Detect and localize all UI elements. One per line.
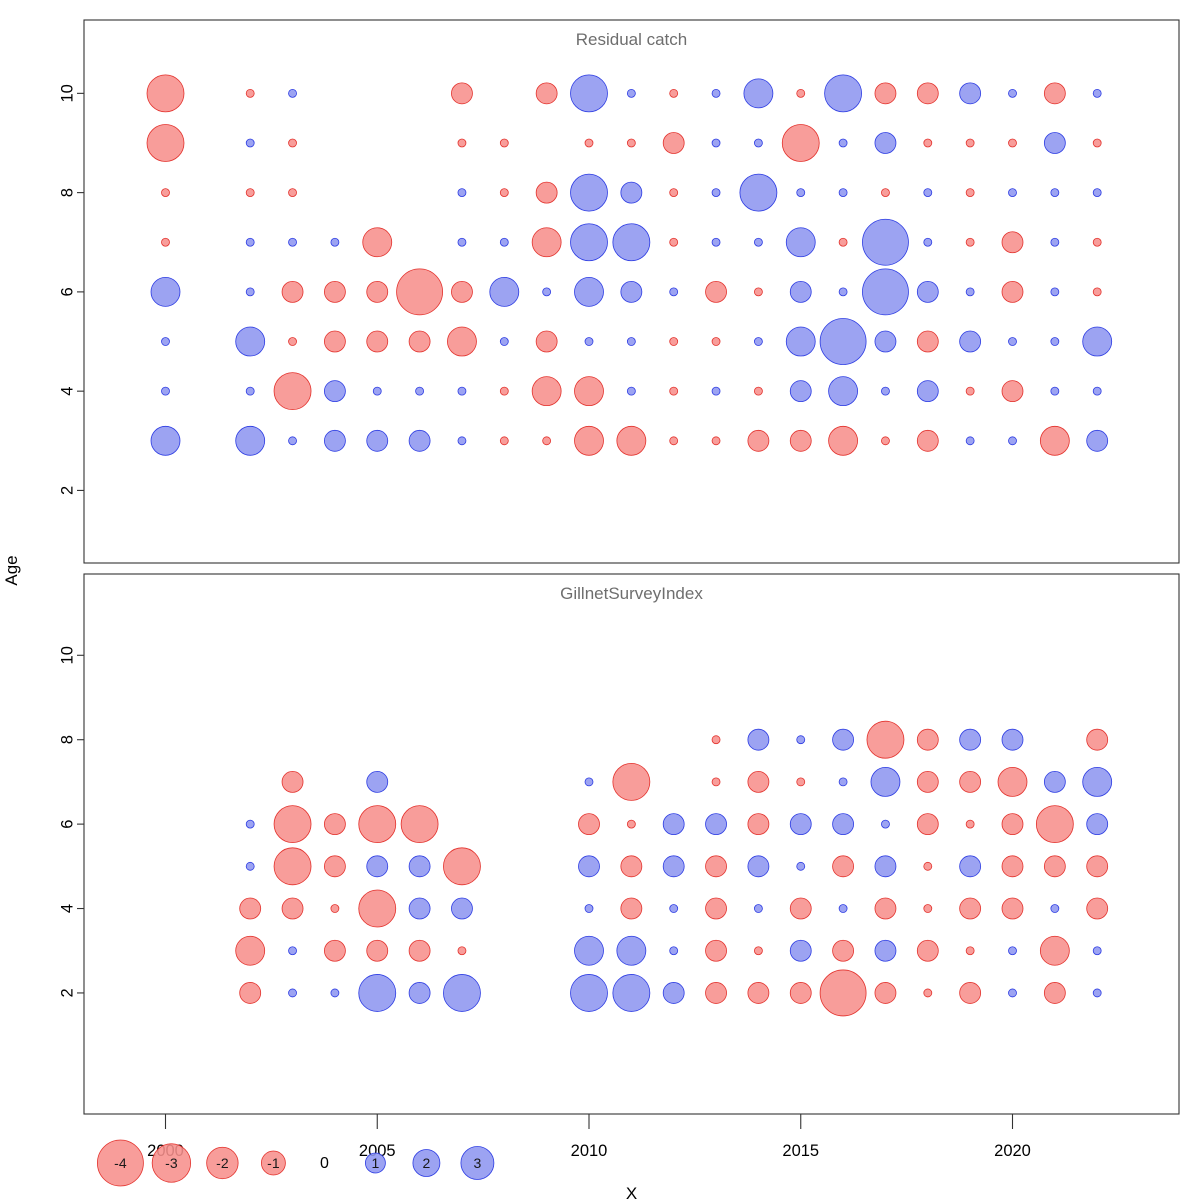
svg-text:2015: 2015 <box>782 1142 819 1160</box>
svg-text:GillnetSurveyIndex: GillnetSurveyIndex <box>560 584 703 603</box>
svg-text:4: 4 <box>58 904 76 913</box>
svg-text:2: 2 <box>58 486 76 495</box>
svg-text:Residual catch: Residual catch <box>576 30 688 49</box>
svg-text:10: 10 <box>58 646 76 664</box>
svg-text:2: 2 <box>58 988 76 997</box>
svg-text:2020: 2020 <box>994 1142 1031 1160</box>
svg-text:0: 0 <box>320 1155 329 1172</box>
svg-text:1: 1 <box>372 1155 380 1171</box>
svg-text:10: 10 <box>58 84 76 102</box>
svg-text:8: 8 <box>58 735 76 744</box>
svg-text:-1: -1 <box>267 1155 280 1171</box>
svg-text:6: 6 <box>58 820 76 829</box>
svg-text:2: 2 <box>423 1155 431 1171</box>
svg-text:X: X <box>626 1184 637 1200</box>
svg-text:8: 8 <box>58 188 76 197</box>
svg-text:-2: -2 <box>216 1155 229 1171</box>
svg-text:Age: Age <box>2 555 21 585</box>
svg-text:3: 3 <box>474 1155 482 1171</box>
svg-text:2010: 2010 <box>571 1142 608 1160</box>
svg-text:4: 4 <box>58 387 76 396</box>
svg-text:-4: -4 <box>114 1155 127 1171</box>
svg-text:-3: -3 <box>165 1155 178 1171</box>
svg-text:6: 6 <box>58 287 76 296</box>
